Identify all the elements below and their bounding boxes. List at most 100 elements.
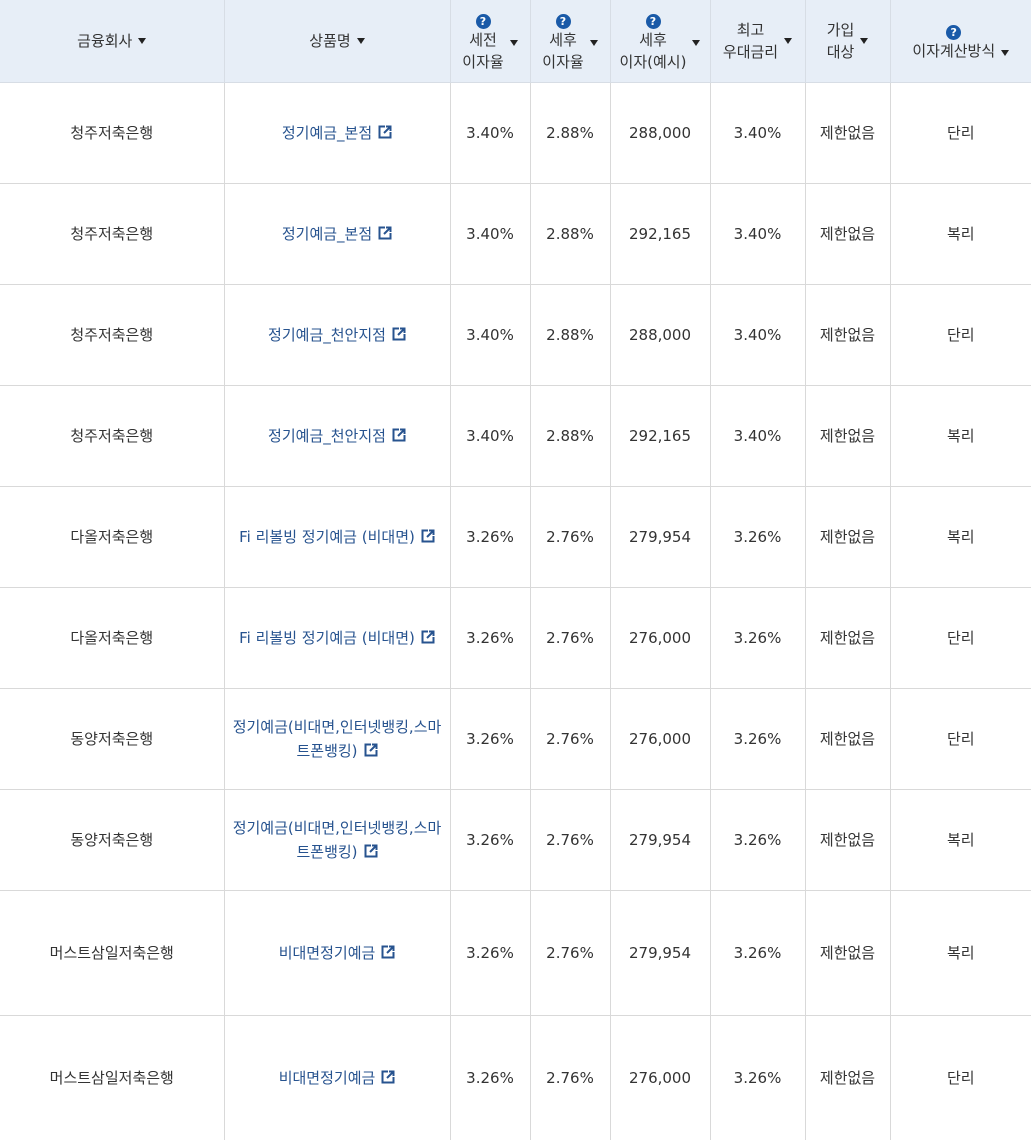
sort-caret-icon[interactable] [1001, 50, 1010, 57]
cell-after-tax-rate: 2.88% [530, 183, 611, 285]
header-company[interactable]: 금융회사 [0, 0, 225, 83]
cell-after-tax-interest: 279,954 [610, 486, 711, 588]
cell-interest-method: 단리 [890, 587, 1031, 689]
header-product[interactable]: 상품명 [224, 0, 451, 83]
cell-pre-tax-rate: 3.26% [450, 789, 531, 891]
external-link-icon [364, 843, 378, 857]
header-pre-tax-rate[interactable]: ? 세전 이자율 [450, 0, 531, 83]
header-label-line1: 세후 [639, 30, 667, 49]
cell-eligibility: 제한없음 [805, 688, 891, 790]
product-name: 정기예금(비대면,인터넷뱅킹,스마트폰뱅킹) [232, 818, 442, 861]
cell-product: 정기예금_본점 [224, 183, 451, 285]
sort-caret-icon[interactable] [784, 37, 793, 44]
header-after-tax-rate[interactable]: ? 세후 이자율 [530, 0, 611, 83]
product-link[interactable]: 정기예금_본점 [282, 124, 393, 142]
sort-caret-icon[interactable] [509, 40, 518, 47]
product-link[interactable]: 비대면정기예금 [279, 944, 396, 962]
table-row: 다올저축은행 Fi 리볼빙 정기예금 (비대면) 3.26% 2.76% 279… [0, 486, 1031, 588]
cell-interest-method: 단리 [890, 284, 1031, 386]
header-label: 상품명 [309, 31, 351, 50]
sort-caret-icon[interactable] [138, 37, 147, 44]
cell-eligibility: 제한없음 [805, 587, 891, 689]
header-interest-method[interactable]: ? 이자계산방식 [890, 0, 1031, 83]
header-eligibility[interactable]: 가입 대상 [805, 0, 891, 83]
cell-after-tax-rate: 2.76% [530, 890, 611, 1016]
table-body: 청주저축은행 정기예금_본점 3.40% 2.88% 288,000 3.40%… [0, 82, 1031, 1140]
cell-pre-tax-rate: 3.26% [450, 486, 531, 588]
header-after-tax-interest[interactable]: ? 세후 이자(예시) [610, 0, 711, 83]
cell-max-preferential-rate: 3.26% [710, 486, 806, 588]
cell-interest-method: 단리 [890, 688, 1031, 790]
cell-after-tax-interest: 276,000 [610, 1015, 711, 1140]
product-link[interactable]: 정기예금_천안지점 [268, 326, 406, 344]
table-row: 청주저축은행 정기예금_본점 3.40% 2.88% 288,000 3.40%… [0, 82, 1031, 184]
cell-after-tax-interest: 279,954 [610, 789, 711, 891]
header-label-line2: 이자율 [462, 52, 504, 71]
product-link[interactable]: Fi 리볼빙 정기예금 (비대면) [239, 528, 435, 546]
cell-product: 비대면정기예금 [224, 1015, 451, 1140]
external-link-icon [392, 326, 406, 340]
cell-after-tax-interest: 276,000 [610, 688, 711, 790]
external-link-icon [378, 124, 393, 138]
header-label-line2: 이자율 [542, 52, 584, 71]
cell-after-tax-rate: 2.76% [530, 1015, 611, 1140]
cell-company: 머스트삼일저축은행 [0, 1015, 225, 1140]
cell-after-tax-interest: 288,000 [610, 82, 711, 184]
product-link[interactable]: 정기예금(비대면,인터넷뱅킹,스마트폰뱅킹) [233, 718, 442, 760]
product-name: Fi 리볼빙 정기예금 (비대면) [239, 628, 415, 647]
cell-after-tax-rate: 2.76% [530, 486, 611, 588]
cell-max-preferential-rate: 3.26% [710, 789, 806, 891]
table-row: 청주저축은행 정기예금_천안지점 3.40% 2.88% 292,165 3.4… [0, 385, 1031, 487]
cell-company: 다올저축은행 [0, 486, 225, 588]
sort-caret-icon[interactable] [589, 40, 598, 47]
cell-after-tax-interest: 276,000 [610, 587, 711, 689]
sort-caret-icon[interactable] [860, 37, 869, 44]
product-link[interactable]: 정기예금_천안지점 [268, 427, 406, 445]
cell-max-preferential-rate: 3.26% [710, 890, 806, 1016]
cell-eligibility: 제한없음 [805, 486, 891, 588]
cell-company: 청주저축은행 [0, 284, 225, 386]
external-link-icon [421, 528, 435, 542]
product-link[interactable]: Fi 리볼빙 정기예금 (비대면) [239, 629, 435, 647]
cell-product: Fi 리볼빙 정기예금 (비대면) [224, 587, 451, 689]
cell-eligibility: 제한없음 [805, 890, 891, 1016]
cell-after-tax-rate: 2.76% [530, 789, 611, 891]
cell-after-tax-rate: 2.88% [530, 385, 611, 487]
sort-caret-icon[interactable] [356, 37, 365, 44]
cell-company: 머스트삼일저축은행 [0, 890, 225, 1016]
cell-after-tax-interest: 279,954 [610, 890, 711, 1016]
cell-interest-method: 단리 [890, 82, 1031, 184]
table-row: 청주저축은행 정기예금_천안지점 3.40% 2.88% 288,000 3.4… [0, 284, 1031, 386]
product-name: 정기예금_천안지점 [268, 426, 386, 445]
cell-max-preferential-rate: 3.40% [710, 82, 806, 184]
header-label-line2: 우대금리 [722, 42, 779, 61]
cell-max-preferential-rate: 3.26% [710, 587, 806, 689]
cell-after-tax-rate: 2.88% [530, 284, 611, 386]
cell-interest-method: 복리 [890, 789, 1031, 891]
header-label-line2: 이자(예시) [619, 52, 687, 71]
external-link-icon [364, 742, 378, 756]
header-max-preferential-rate[interactable]: 최고 우대금리 [710, 0, 806, 83]
cell-eligibility: 제한없음 [805, 1015, 891, 1140]
cell-max-preferential-rate: 3.40% [710, 183, 806, 285]
help-icon[interactable]: ? [645, 13, 661, 29]
product-link[interactable]: 비대면정기예금 [279, 1069, 396, 1087]
cell-company: 청주저축은행 [0, 82, 225, 184]
help-icon[interactable]: ? [946, 24, 962, 40]
help-icon[interactable]: ? [555, 13, 571, 29]
product-link[interactable]: 정기예금_본점 [282, 225, 393, 243]
cell-pre-tax-rate: 3.26% [450, 688, 531, 790]
cell-product: Fi 리볼빙 정기예금 (비대면) [224, 486, 451, 588]
help-icon[interactable]: ? [475, 13, 491, 29]
product-link[interactable]: 정기예금(비대면,인터넷뱅킹,스마트폰뱅킹) [233, 819, 442, 861]
cell-company: 동양저축은행 [0, 688, 225, 790]
sort-caret-icon[interactable] [692, 40, 701, 47]
header-label-line1: 세전 [469, 30, 497, 49]
cell-pre-tax-rate: 3.40% [450, 82, 531, 184]
cell-interest-method: 복리 [890, 385, 1031, 487]
external-link-icon [421, 629, 435, 643]
cell-after-tax-interest: 292,165 [610, 183, 711, 285]
table-header-row: 금융회사 상품명 ? 세전 이자율 [0, 0, 1031, 83]
product-name: 비대면정기예금 [278, 943, 376, 962]
